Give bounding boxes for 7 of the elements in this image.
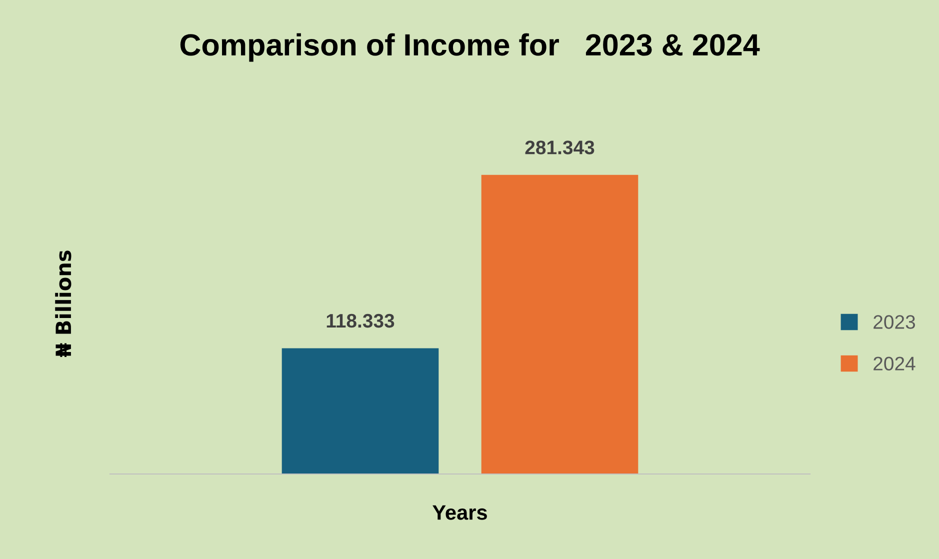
y-axis-title: ₦ Billions — [55, 250, 72, 357]
data-label: 281.343 — [525, 140, 594, 154]
chart-title: Comparison of Income for 2023 & 2024 — [180, 33, 760, 62]
data-label: 118.333 — [326, 314, 394, 328]
x-axis-title: Years — [432, 505, 487, 520]
legend-label: 2023 — [874, 315, 916, 329]
legend-label: 2024 — [874, 356, 916, 370]
